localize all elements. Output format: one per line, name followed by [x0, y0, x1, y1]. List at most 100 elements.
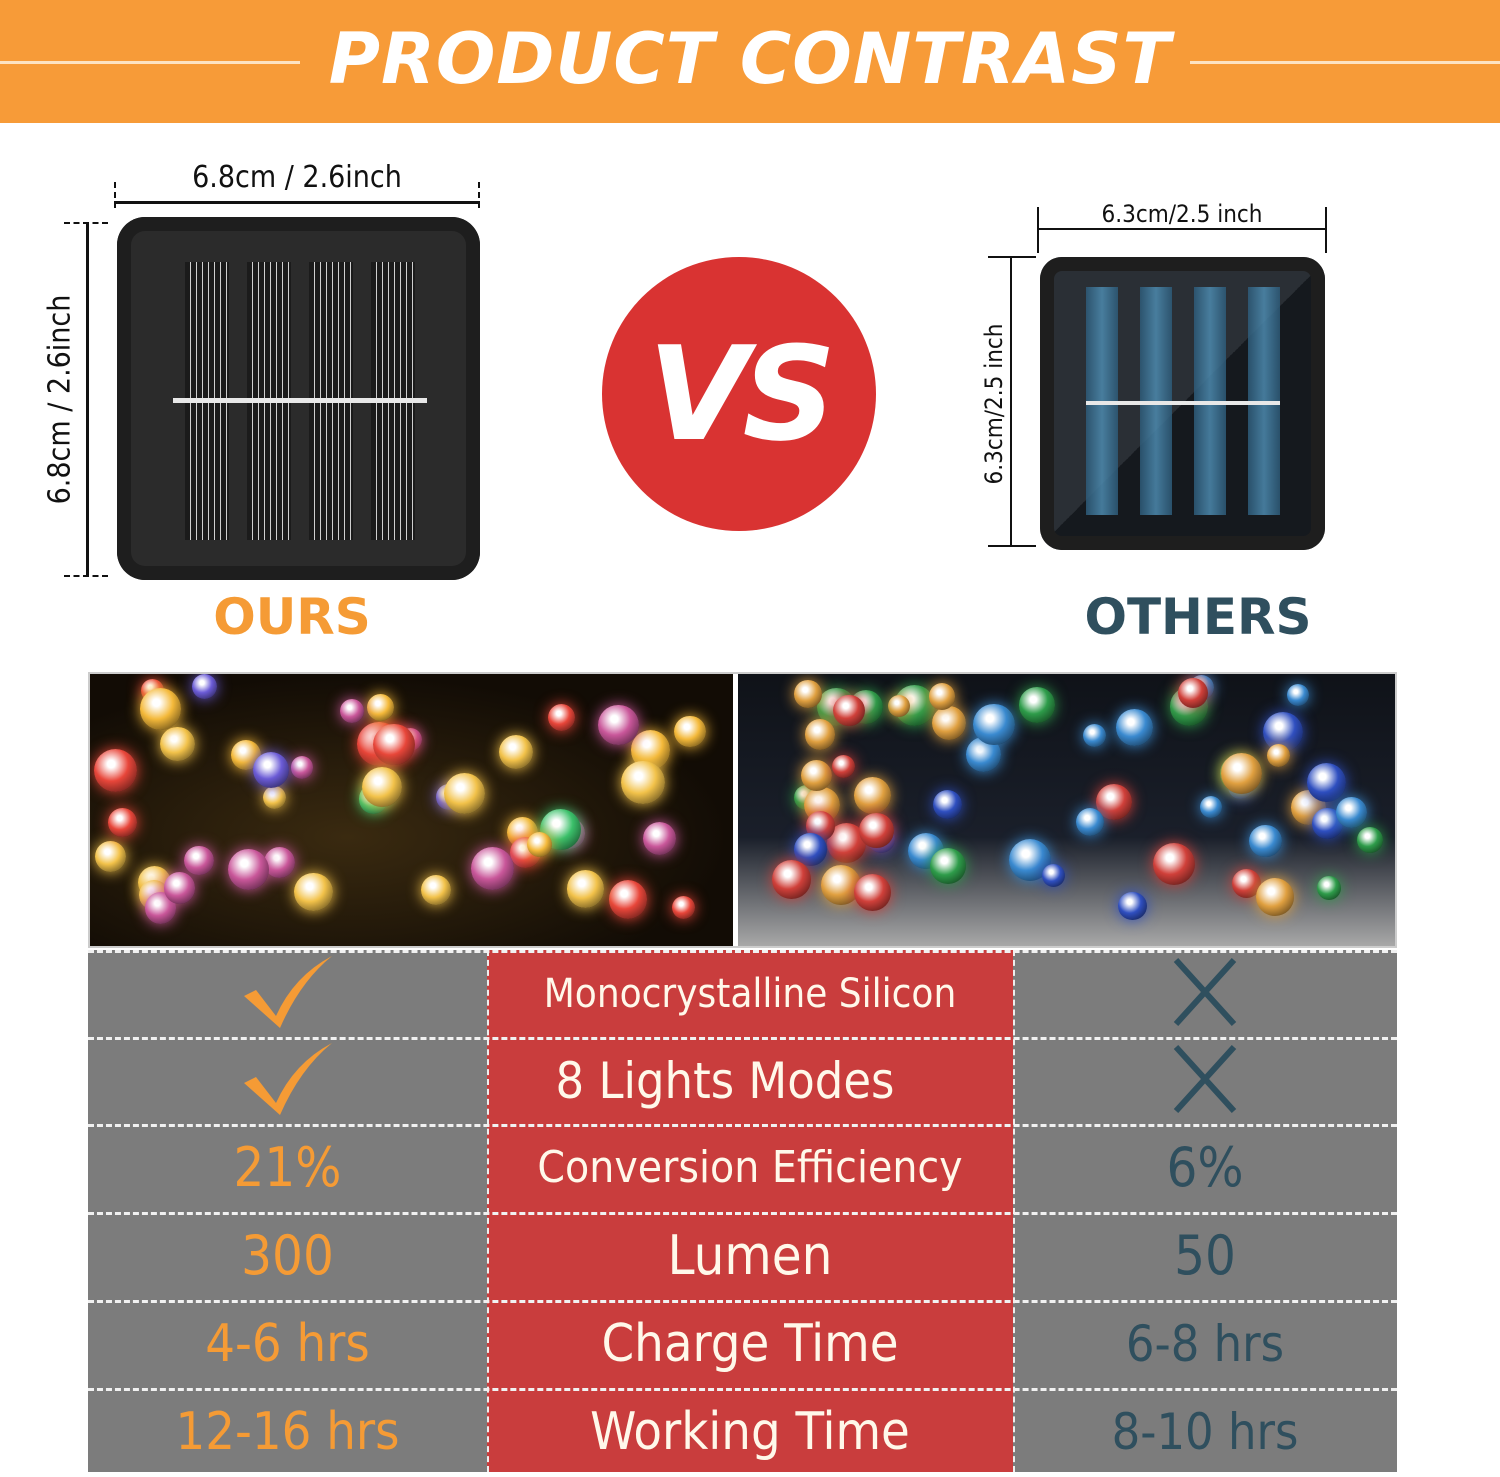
feature-cell: Monocrystalline Silicon: [543, 970, 957, 1017]
led-bulb: [598, 704, 639, 746]
others-cell: [1013, 957, 1397, 1030]
led-bulb: [443, 772, 485, 815]
others-cell: 8-10 hrs: [1111, 1402, 1299, 1461]
led-bulb: [499, 735, 534, 770]
led-bulb: [108, 808, 137, 837]
led-bulb: [929, 847, 966, 884]
feature-cell: Charge Time: [601, 1313, 899, 1374]
divider: [1190, 61, 1500, 64]
led-bulb: [608, 880, 648, 920]
others-cell: 50: [1174, 1224, 1236, 1287]
led-bulb: [1316, 876, 1341, 901]
led-bulb: [294, 872, 333, 912]
led-bulb: [1096, 784, 1133, 821]
led-bulb: [621, 760, 665, 805]
others-cell: 6-8 hrs: [1125, 1314, 1285, 1373]
led-bulb: [1152, 842, 1195, 885]
led-bulb: [973, 703, 1015, 746]
others-label: OTHERS: [1084, 588, 1312, 646]
led-bulb: [361, 766, 403, 808]
led-bulb: [547, 703, 575, 731]
led-bulb: [94, 749, 138, 793]
dimension-tick: [64, 222, 108, 224]
led-bulb: [1019, 687, 1055, 723]
others-led-photo: [738, 674, 1395, 946]
led-bulb: [290, 756, 314, 779]
table-row: Monocrystalline Silicon: [88, 950, 1397, 1037]
led-bulb: [932, 706, 967, 741]
led-photos: [88, 672, 1397, 948]
others-solar-panel-image: [1040, 257, 1325, 550]
ours-cell: 4-6 hrs: [205, 1313, 370, 1374]
ours-cell: 12-16 hrs: [175, 1401, 400, 1462]
led-bulb: [771, 860, 811, 899]
led-bulb: [887, 694, 910, 718]
led-bulb: [339, 698, 364, 723]
comparison-table: Monocrystalline Silicon 8 Lights Modes 2…: [88, 950, 1397, 1472]
led-bulb: [566, 870, 605, 908]
led-bulb: [833, 694, 865, 727]
led-bulb: [1266, 744, 1290, 768]
ours-cell: 300: [241, 1224, 334, 1287]
header-banner: PRODUCT CONTRAST: [0, 0, 1500, 123]
others-cell: 6%: [1166, 1136, 1244, 1199]
led-bulb: [1221, 752, 1262, 794]
led-bulb: [470, 846, 515, 891]
led-bulb: [674, 715, 706, 748]
width-dimension-line: [1037, 228, 1327, 230]
led-bulb: [932, 789, 963, 820]
ours-led-photo: [90, 674, 733, 946]
led-bulb: [1336, 797, 1368, 829]
led-bulb: [184, 846, 214, 876]
feature-cell: Conversion Efficiency: [537, 1142, 963, 1193]
led-bulb: [1042, 863, 1066, 887]
check-icon: [243, 1042, 332, 1115]
ours-width-dimension: 6.8cm / 2.6inch: [192, 160, 402, 195]
others-cell: [1013, 1044, 1397, 1117]
led-bulb: [526, 832, 553, 858]
ours-cell: [88, 1041, 487, 1121]
led-bulb: [191, 674, 217, 700]
dimension-tick: [478, 182, 482, 208]
led-bulb: [853, 873, 891, 911]
ours-cell: 21%: [233, 1136, 342, 1199]
feature-cell: Working Time: [590, 1401, 910, 1462]
led-bulb: [1231, 869, 1261, 898]
others-height-dimension: 6.3cm/2.5 inch: [980, 323, 1008, 485]
led-bulb: [373, 723, 415, 766]
feature-cell: Lumen: [667, 1224, 833, 1287]
led-bulb: [228, 849, 270, 891]
table-row: 300 Lumen 50: [88, 1212, 1397, 1299]
led-bulb: [1306, 762, 1346, 802]
page-title: PRODUCT CONTRAST: [0, 18, 1500, 100]
led-bulb: [804, 719, 836, 750]
led-bulb: [160, 727, 195, 762]
led-bulb: [794, 680, 822, 708]
led-bulb: [794, 833, 827, 866]
others-width-dimension: 6.3cm/2.5 inch: [1101, 200, 1263, 228]
check-icon: [243, 955, 332, 1028]
led-bulb: [801, 759, 833, 791]
led-bulb: [163, 872, 195, 904]
ours-height-dimension: 6.8cm / 2.6inch: [42, 294, 78, 505]
height-dimension-line: [1010, 256, 1012, 546]
dimension-tick: [988, 545, 1036, 547]
feature-cell: 8 Lights Modes: [555, 1051, 895, 1110]
led-bulb: [263, 785, 287, 809]
ours-label: OURS: [213, 588, 371, 646]
divider: [0, 61, 300, 64]
led-bulb: [1255, 878, 1294, 917]
led-bulb: [252, 751, 289, 788]
led-bulb: [95, 841, 127, 873]
dimension-tick: [1037, 207, 1039, 253]
x-icon: [1173, 1044, 1237, 1113]
x-icon: [1173, 957, 1237, 1026]
dimension-tick: [988, 256, 1036, 258]
led-bulb: [139, 688, 182, 730]
led-bulb: [859, 813, 894, 848]
width-dimension-line: [114, 201, 480, 204]
table-row: 21% Conversion Efficiency 6%: [88, 1124, 1397, 1211]
led-bulb: [831, 754, 855, 779]
led-bulb: [1357, 827, 1383, 853]
dimension-tick: [64, 575, 108, 577]
